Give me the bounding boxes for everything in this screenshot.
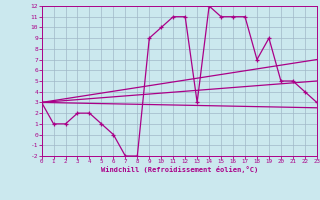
X-axis label: Windchill (Refroidissement éolien,°C): Windchill (Refroidissement éolien,°C) [100, 166, 258, 173]
